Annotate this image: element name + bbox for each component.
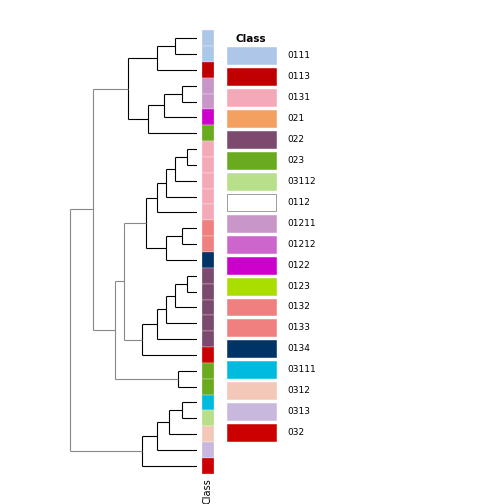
Bar — [227, 278, 276, 294]
Bar — [227, 131, 276, 148]
Bar — [202, 157, 214, 173]
Text: 0312: 0312 — [287, 386, 310, 395]
Bar — [227, 47, 276, 64]
Bar — [202, 284, 214, 299]
Bar — [202, 141, 214, 157]
Bar — [202, 220, 214, 236]
Bar — [202, 442, 214, 458]
Bar — [202, 78, 214, 94]
Bar — [227, 152, 276, 169]
Text: 021: 021 — [287, 114, 304, 123]
Bar — [227, 215, 276, 232]
Bar — [227, 89, 276, 106]
Text: 0131: 0131 — [287, 93, 310, 102]
Text: 023: 023 — [287, 156, 304, 165]
Bar — [227, 257, 276, 274]
Bar — [227, 194, 276, 211]
Text: 0122: 0122 — [287, 261, 310, 270]
Bar — [202, 109, 214, 125]
Text: Class: Class — [203, 478, 213, 504]
Bar — [202, 426, 214, 442]
Text: 03111: 03111 — [287, 365, 316, 374]
Bar — [202, 205, 214, 220]
Text: 0123: 0123 — [287, 282, 310, 290]
Bar — [227, 236, 276, 253]
Text: Class: Class — [235, 34, 266, 44]
Bar — [202, 252, 214, 268]
Bar — [202, 331, 214, 347]
Bar — [202, 125, 214, 141]
Bar — [227, 298, 276, 316]
Text: 01212: 01212 — [287, 239, 316, 248]
Bar — [202, 347, 214, 363]
Bar — [202, 316, 214, 331]
Bar — [227, 424, 276, 441]
Bar — [202, 94, 214, 109]
Bar — [202, 46, 214, 62]
Bar — [202, 62, 214, 78]
Text: 0113: 0113 — [287, 72, 310, 81]
Bar — [227, 68, 276, 85]
Text: 0133: 0133 — [287, 324, 310, 333]
Text: 0111: 0111 — [287, 51, 310, 60]
Text: 01211: 01211 — [287, 219, 316, 228]
Bar — [202, 236, 214, 252]
Text: 0134: 0134 — [287, 344, 310, 353]
Text: 0112: 0112 — [287, 198, 310, 207]
Text: 032: 032 — [287, 428, 304, 437]
Bar — [202, 268, 214, 284]
Text: 022: 022 — [287, 135, 304, 144]
Bar — [202, 299, 214, 316]
Bar — [227, 320, 276, 336]
Text: 0132: 0132 — [287, 302, 310, 311]
Bar — [202, 188, 214, 205]
Bar — [227, 361, 276, 379]
Bar — [227, 173, 276, 190]
Bar — [202, 458, 214, 474]
Bar — [202, 410, 214, 426]
Bar — [227, 383, 276, 399]
Bar — [202, 379, 214, 395]
Bar — [202, 363, 214, 379]
Bar — [202, 173, 214, 188]
Bar — [227, 403, 276, 420]
Bar — [202, 395, 214, 410]
Bar — [227, 110, 276, 127]
Text: 03112: 03112 — [287, 177, 316, 186]
Text: 0313: 0313 — [287, 407, 310, 416]
Bar — [227, 340, 276, 357]
Bar — [202, 30, 214, 46]
